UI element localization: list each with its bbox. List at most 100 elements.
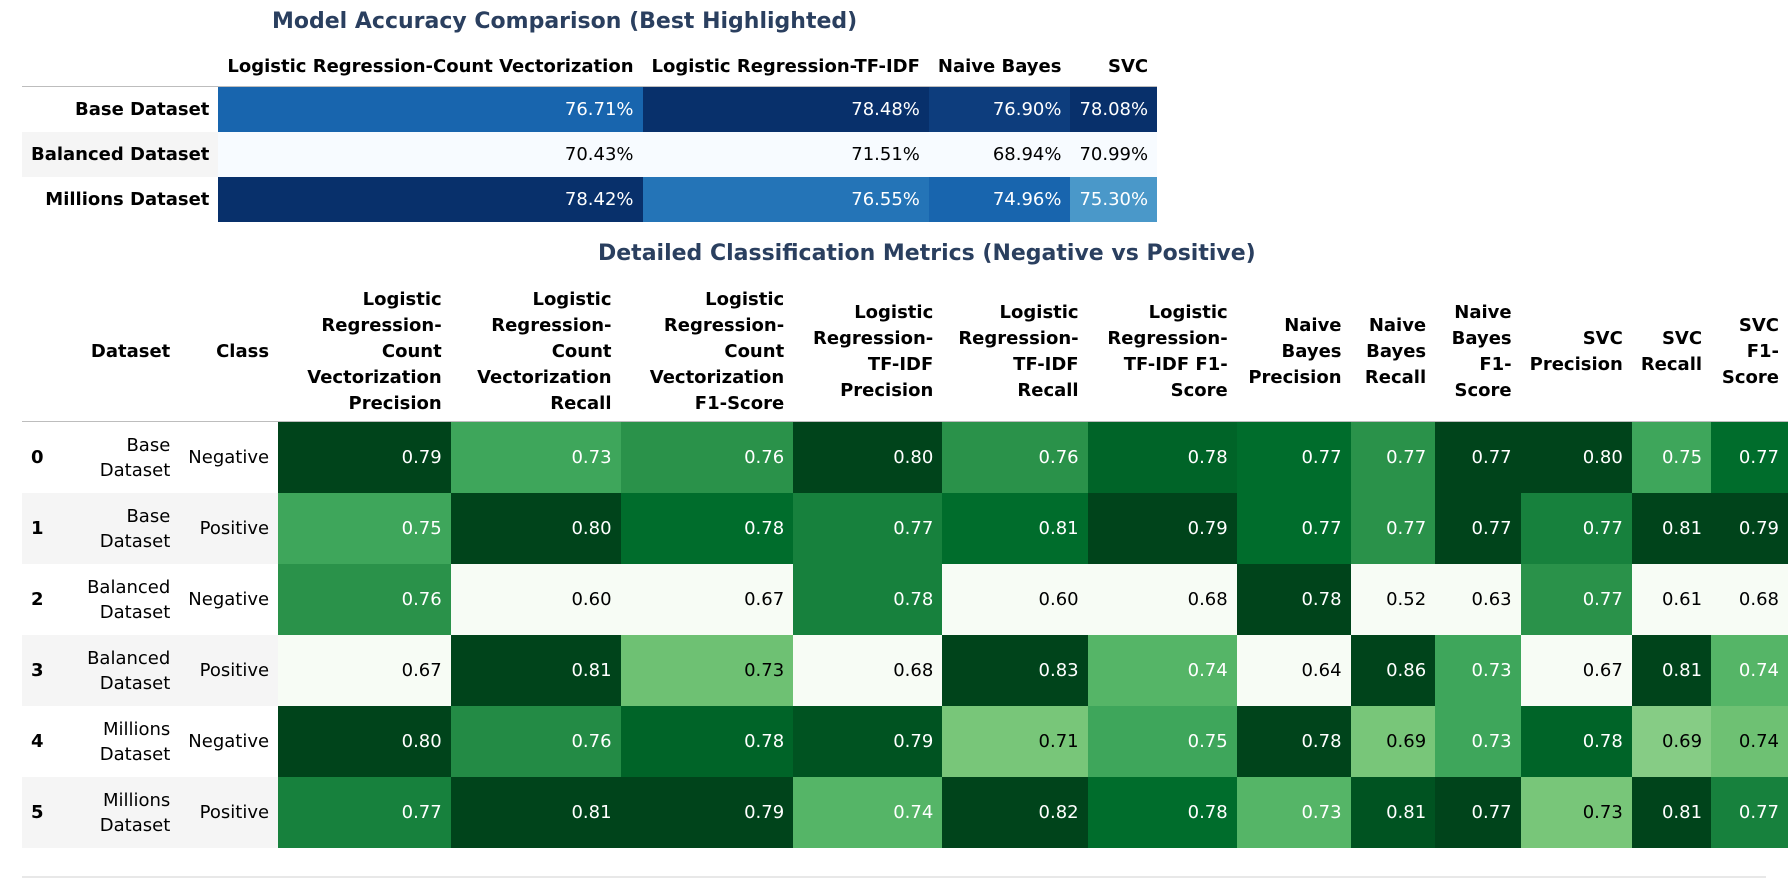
accuracy-cell: 76.71% <box>218 86 643 132</box>
metrics-value-cell: 0.73 <box>1435 706 1521 777</box>
metrics-value-cell: 0.73 <box>1435 635 1521 706</box>
metrics-value-cell: 0.79 <box>620 777 794 848</box>
metrics-value-cell: 0.75 <box>1087 706 1237 777</box>
metrics-value-cell: 0.80 <box>793 421 943 493</box>
metrics-column-header: SVC F1-Score <box>1711 283 1788 422</box>
metrics-value-cell: 0.82 <box>942 777 1088 848</box>
accuracy-cell: 70.43% <box>218 132 643 177</box>
metrics-value-cell: 0.71 <box>942 706 1088 777</box>
metrics-value-cell: 0.77 <box>1435 421 1521 493</box>
metrics-value-cell: 0.74 <box>793 777 943 848</box>
accuracy-cell: 68.94% <box>928 132 1071 177</box>
metrics-class-cell: Negative <box>188 731 270 752</box>
metrics-value-cell: 0.77 <box>1711 777 1788 848</box>
accuracy-row-label: Balanced Dataset <box>22 132 219 177</box>
metrics-value-cell: 0.78 <box>793 564 943 635</box>
metrics-value-cell: 0.78 <box>620 493 794 564</box>
metrics-row-index: 5 <box>22 777 53 848</box>
metrics-value-cell: 0.69 <box>1631 706 1712 777</box>
metrics-value-cell: 0.74 <box>1087 635 1237 706</box>
accuracy-cell: 76.55% <box>642 177 929 222</box>
accuracy-cell: 78.42% <box>218 177 643 222</box>
metrics-value-cell: 0.81 <box>942 493 1088 564</box>
metrics-value-cell: 0.61 <box>1631 564 1712 635</box>
accuracy-column-header: Logistic Regression-TF-IDF <box>642 46 929 87</box>
metrics-value-cell: 0.77 <box>1520 564 1632 635</box>
accuracy-column-header: Logistic Regression-Count Vectorization <box>218 46 643 87</box>
metrics-value-cell: 0.77 <box>1236 493 1351 564</box>
metrics-row-index: 2 <box>31 589 44 610</box>
accuracy-cell: 78.08% <box>1070 86 1158 132</box>
accuracy-row: Base Dataset 76.71% 78.48% 76.90% 78.08% <box>22 86 1158 132</box>
metrics-row-index: 4 <box>31 731 44 752</box>
metrics-value-cell: 0.73 <box>450 421 621 493</box>
metrics-value-cell: 0.75 <box>278 493 451 564</box>
metrics-value-cell: 0.74 <box>1711 635 1788 706</box>
metrics-value-cell: 0.80 <box>450 493 621 564</box>
metrics-value-cell: 0.67 <box>1520 635 1632 706</box>
metrics-value-cell: 0.67 <box>620 564 794 635</box>
metrics-value-cell: 0.80 <box>278 706 451 777</box>
metrics-value-cell: 0.76 <box>620 421 794 493</box>
accuracy-cell: 74.96% <box>928 177 1071 222</box>
metrics-header-row: Dataset Class Logistic Regression-Count … <box>22 283 1788 422</box>
metrics-column-header: Logistic Regression-Count Vectorization … <box>278 283 451 422</box>
metrics-value-cell: 0.83 <box>942 635 1088 706</box>
metrics-value-cell: 0.67 <box>278 635 451 706</box>
metrics-value-cell: 0.78 <box>1087 777 1237 848</box>
metrics-value-cell: 0.73 <box>620 635 794 706</box>
metrics-value-cell: 0.74 <box>1711 706 1788 777</box>
metrics-column-header: SVC Recall <box>1631 283 1712 422</box>
metrics-row: 4 Millions Dataset Negative 0.80 0.76 0.78 0.7… <box>22 706 1788 777</box>
metrics-value-cell: 0.86 <box>1350 635 1436 706</box>
metrics-value-cell: 0.63 <box>1435 564 1521 635</box>
metrics-value-cell: 0.77 <box>1435 493 1521 564</box>
accuracy-cell: 78.48% <box>642 86 929 132</box>
metrics-value-cell: 0.77 <box>793 493 943 564</box>
metrics-column-header: Dataset <box>52 283 180 422</box>
metrics-value-cell: 0.78 <box>620 706 794 777</box>
metrics-class-cell: Positive <box>179 777 279 848</box>
metrics-value-cell: 0.77 <box>1236 421 1351 493</box>
metrics-column-header: Logistic Regression-Count Vectorization … <box>620 283 794 422</box>
metrics-column-header: Logistic Regression-TF-IDF F1-Score <box>1087 283 1237 422</box>
metrics-value-cell: 0.52 <box>1350 564 1436 635</box>
metrics-value-cell: 0.75 <box>1631 421 1712 493</box>
metrics-row: 5 Millions Dataset Positive 0.77 0.81 0.79 0.7… <box>22 777 1788 848</box>
metrics-value-cell: 0.68 <box>1087 564 1237 635</box>
metrics-class-cell: Negative <box>188 447 270 468</box>
accuracy-row: Millions Dataset 78.42% 76.55% 74.96% 75.30% <box>22 177 1158 222</box>
accuracy-table-title: Model Accuracy Comparison (Best Highligh… <box>272 9 858 34</box>
metrics-dataset-cell: Balanced Dataset <box>52 635 180 706</box>
metrics-index-header <box>22 283 53 422</box>
metrics-value-cell: 0.79 <box>278 421 451 493</box>
metrics-value-cell: 0.68 <box>793 635 943 706</box>
accuracy-header-row: Logistic Regression-Count Vectorization … <box>22 46 1158 87</box>
metrics-value-cell: 0.79 <box>1711 493 1788 564</box>
metrics-value-cell: 0.81 <box>1631 493 1712 564</box>
accuracy-cell: 71.51% <box>642 132 929 177</box>
metrics-value-cell: 0.79 <box>1087 493 1237 564</box>
accuracy-row: Balanced Dataset 70.43% 71.51% 68.94% 70.99% <box>22 132 1158 177</box>
accuracy-column-header: Naive Bayes <box>928 46 1071 87</box>
metrics-row-index: 0 <box>31 447 44 468</box>
metrics-value-cell: 0.77 <box>1350 421 1436 493</box>
metrics-value-cell: 0.68 <box>1711 564 1788 635</box>
metrics-value-cell: 0.77 <box>278 777 451 848</box>
metrics-dataset-cell: Base Dataset <box>52 493 180 564</box>
metrics-row-index: 1 <box>22 493 53 564</box>
metrics-value-cell: 0.78 <box>1236 706 1351 777</box>
metrics-row: 1 Base Dataset Positive 0.75 0.80 0.78 0.77 0.8… <box>22 493 1788 564</box>
metrics-class-cell: Negative <box>188 589 270 610</box>
metrics-value-cell: 0.78 <box>1087 421 1237 493</box>
metrics-column-header: Logistic Regression-TF-IDF Recall <box>942 283 1088 422</box>
metrics-value-cell: 0.81 <box>1631 777 1712 848</box>
accuracy-cell: 76.90% <box>928 86 1071 132</box>
metrics-table: Dataset Class Logistic Regression-Count … <box>22 283 1788 848</box>
metrics-value-cell: 0.76 <box>278 564 451 635</box>
metrics-class-cell: Positive <box>179 493 279 564</box>
metrics-column-header: Naive Bayes Precision <box>1236 283 1351 422</box>
metrics-value-cell: 0.78 <box>1520 706 1632 777</box>
accuracy-row-label: Base Dataset <box>74 99 210 120</box>
metrics-value-cell: 0.81 <box>450 777 621 848</box>
